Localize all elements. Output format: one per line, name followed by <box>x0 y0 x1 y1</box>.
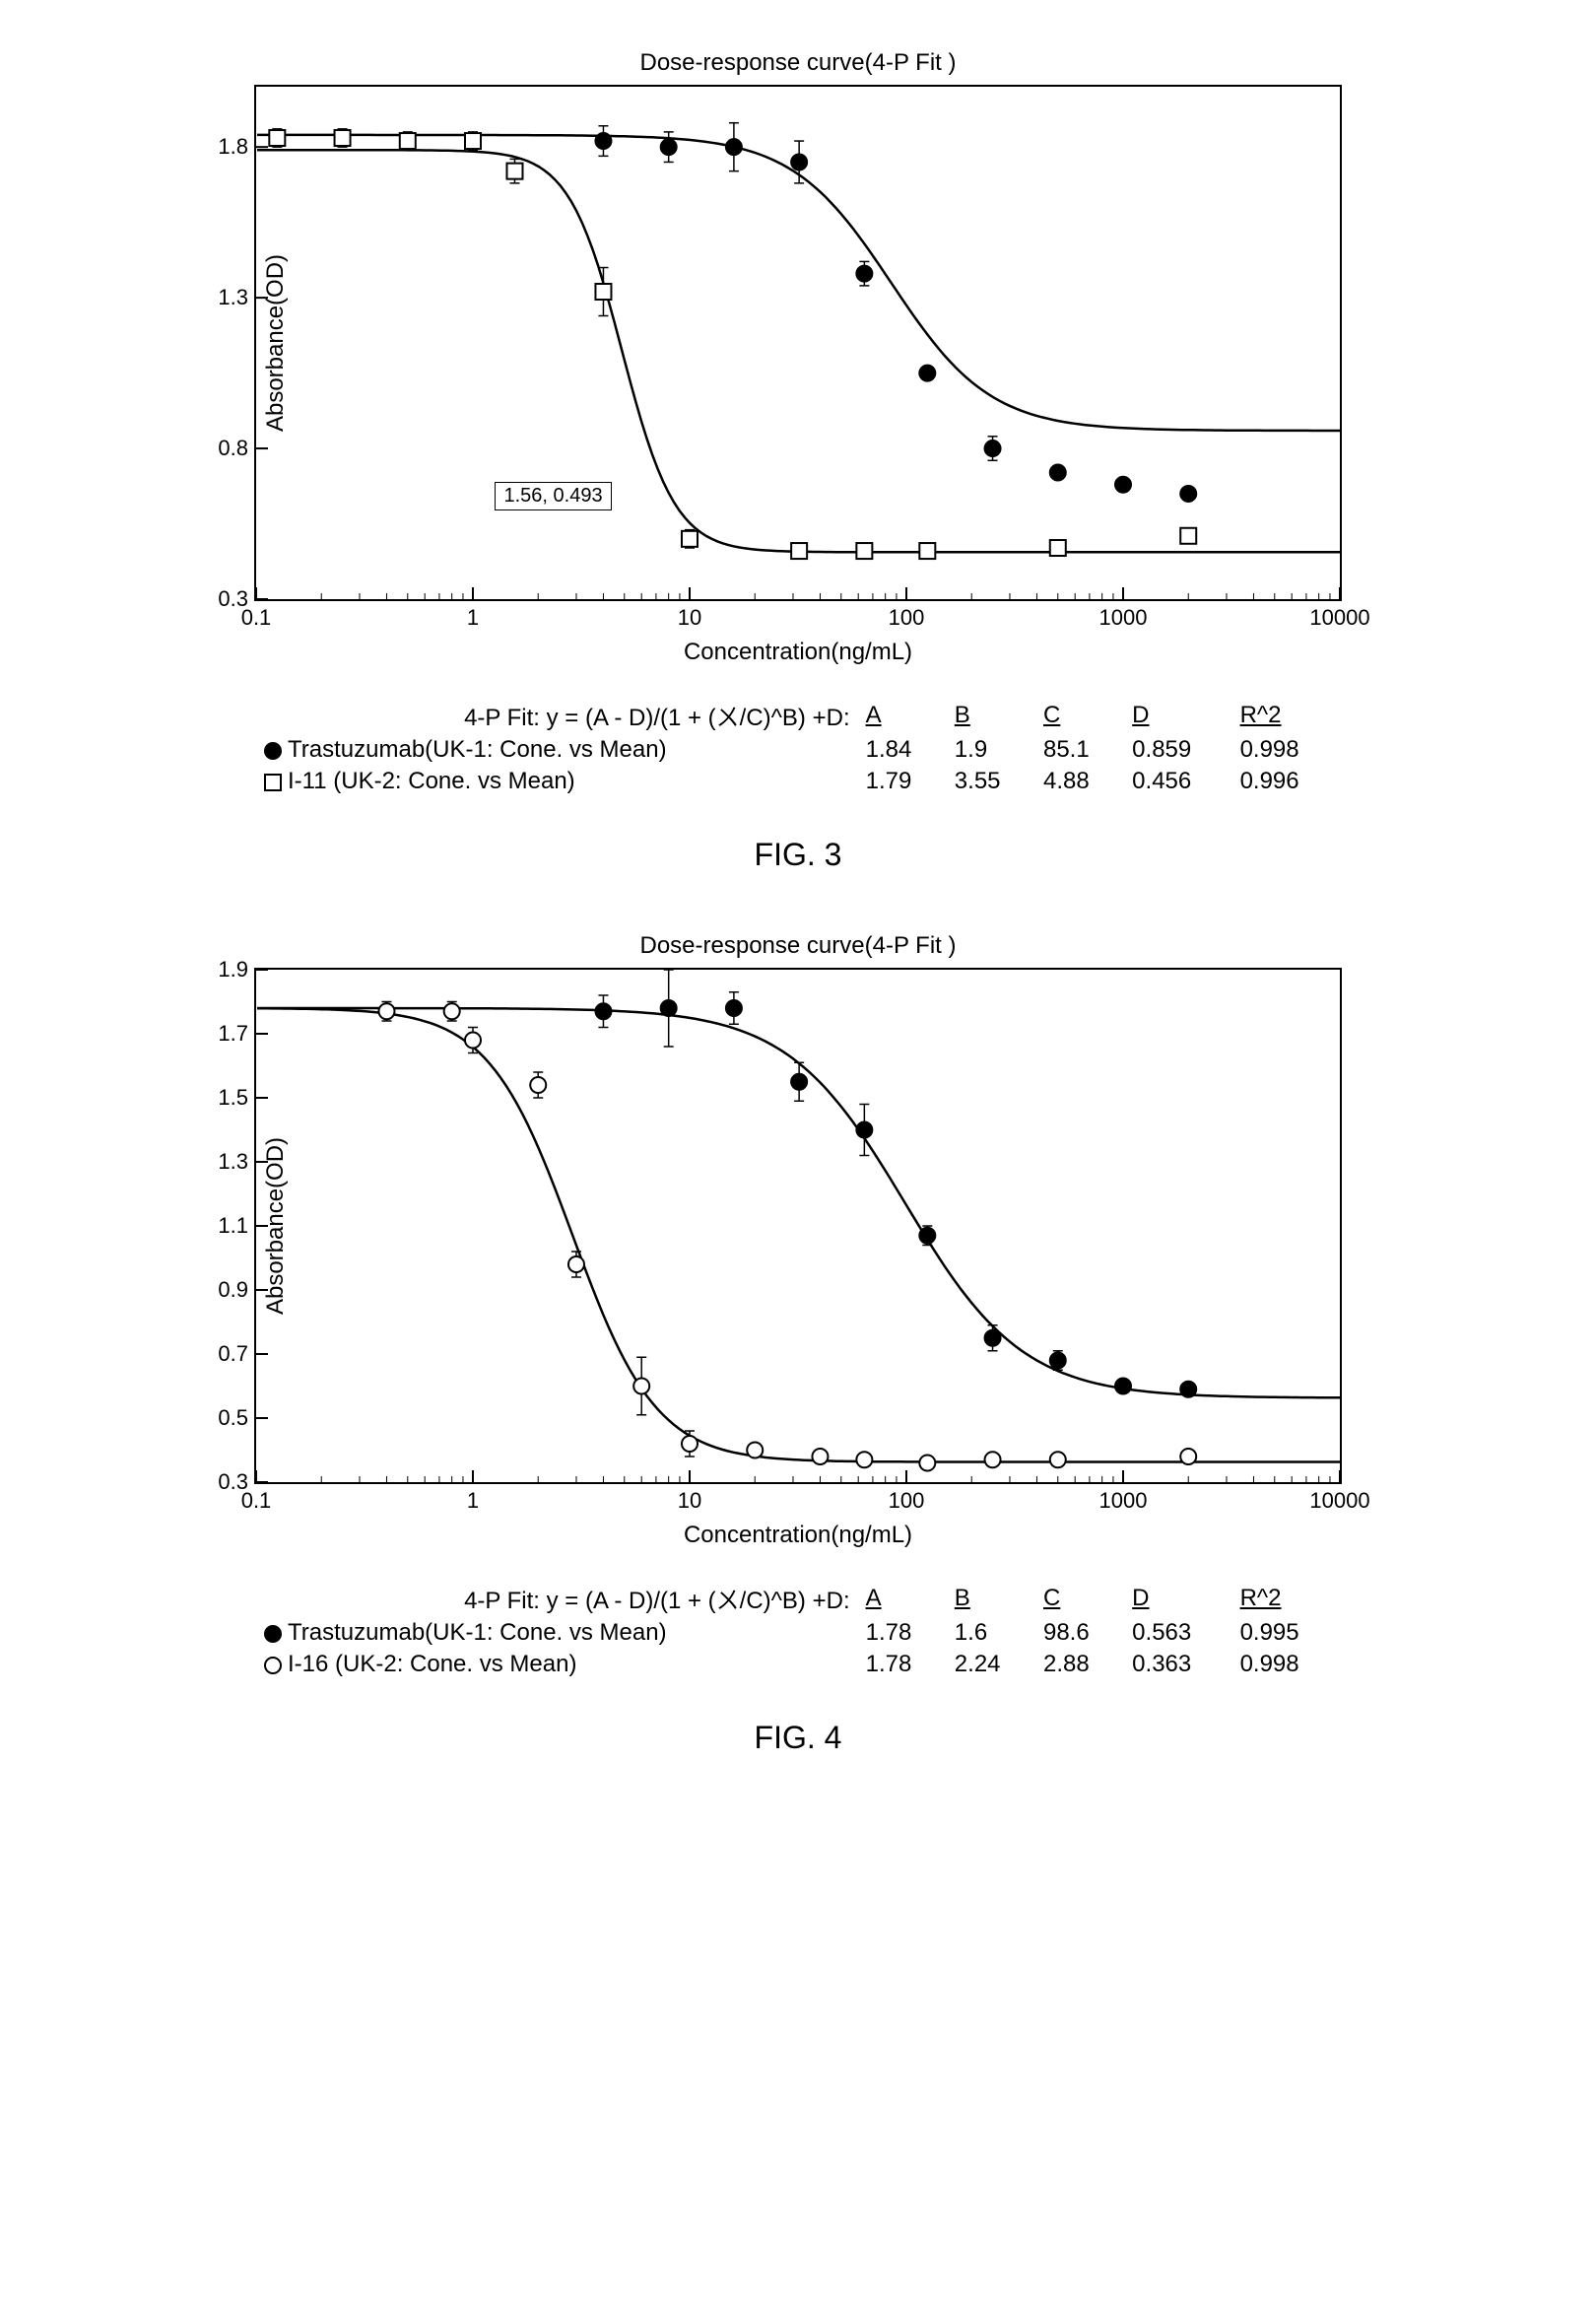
fit-col-header: A <box>858 696 947 734</box>
fit-row-value: 3.55 <box>947 766 1035 797</box>
fit-formula: 4-P Fit: y = (A - D)/(1 + (ㄨ/C)^B) +D: <box>256 1579 858 1617</box>
x-tick-label: 1000 <box>1099 605 1148 631</box>
figure-caption: FIG. 4 <box>207 1720 1389 1756</box>
x-tick-label: 10 <box>678 605 701 631</box>
fit-col-header: R^2 <box>1232 1579 1340 1617</box>
fit-row-value: 4.88 <box>1035 766 1124 797</box>
fit-row-value: 0.998 <box>1232 1649 1340 1680</box>
x-tick-label: 100 <box>889 1488 925 1514</box>
fit-row-value: 1.84 <box>858 734 947 766</box>
chart-plot-area: 0.30.50.70.91.11.31.51.71.90.11101001000… <box>254 968 1342 1484</box>
x-tick-label: 10000 <box>1309 1488 1369 1514</box>
y-tick-label: 0.5 <box>218 1405 248 1431</box>
annotation-box: 1.56, 0.493 <box>495 482 611 510</box>
x-axis-label: Concentration(ng/mL) <box>207 639 1389 666</box>
fit-parameter-table: 4-P Fit: y = (A - D)/(1 + (ㄨ/C)^B) +D:AB… <box>256 1579 1340 1680</box>
fit-col-header: C <box>1035 1579 1124 1617</box>
fit-row-value: 0.996 <box>1232 766 1340 797</box>
x-tick-label: 10000 <box>1309 605 1369 631</box>
x-tick-label: 1 <box>467 605 479 631</box>
fit-row-value: 85.1 <box>1035 734 1124 766</box>
fit-row-value: 1.6 <box>947 1617 1035 1649</box>
figure-caption: FIG. 3 <box>207 837 1389 873</box>
fit-formula: 4-P Fit: y = (A - D)/(1 + (ㄨ/C)^B) +D: <box>256 696 858 734</box>
y-axis-label: Absorbance(OD) <box>262 254 290 432</box>
fit-row-value: 0.456 <box>1124 766 1231 797</box>
fit-col-header: C <box>1035 696 1124 734</box>
legend-marker-icon <box>264 774 282 791</box>
chart-title: Dose-response curve(4-P Fit ) <box>207 49 1389 77</box>
y-tick-label: 0.7 <box>218 1341 248 1367</box>
fit-row-label: I-16 (UK-2: Cone. vs Mean) <box>256 1649 858 1680</box>
legend-marker-icon <box>264 742 282 760</box>
x-tick-label: 1000 <box>1099 1488 1148 1514</box>
x-tick-label: 0.1 <box>241 1488 272 1514</box>
fit-row-value: 0.995 <box>1232 1617 1340 1649</box>
fit-col-header: B <box>947 1579 1035 1617</box>
x-tick-label: 100 <box>889 605 925 631</box>
fit-row-value: 0.998 <box>1232 734 1340 766</box>
y-tick-label: 0.9 <box>218 1277 248 1303</box>
y-tick-label: 1.1 <box>218 1213 248 1239</box>
figure-block: Dose-response curve(4-P Fit ) 0.30.50.70.… <box>207 932 1389 1756</box>
fit-col-header: A <box>858 1579 947 1617</box>
x-tick-label: 0.1 <box>241 605 272 631</box>
legend-marker-icon <box>264 1625 282 1643</box>
x-tick-label: 10 <box>678 1488 701 1514</box>
fit-col-header: D <box>1124 1579 1231 1617</box>
y-tick-label: 1.9 <box>218 957 248 983</box>
fit-row-label: Trastuzumab(UK-1: Cone. vs Mean) <box>256 1617 858 1649</box>
chart-title: Dose-response curve(4-P Fit ) <box>207 932 1389 960</box>
fit-col-header: D <box>1124 696 1231 734</box>
fit-row-value: 1.78 <box>858 1617 947 1649</box>
fit-col-header: B <box>947 696 1035 734</box>
fit-parameter-table: 4-P Fit: y = (A - D)/(1 + (ㄨ/C)^B) +D:AB… <box>256 696 1340 797</box>
figure-block: Dose-response curve(4-P Fit ) 0.30.81.31.… <box>207 49 1389 873</box>
x-axis-label: Concentration(ng/mL) <box>207 1522 1389 1549</box>
fit-row-value: 0.859 <box>1124 734 1231 766</box>
fit-row-value: 1.78 <box>858 1649 947 1680</box>
y-tick-label: 1.3 <box>218 285 248 310</box>
chart-plot-area: 0.30.81.31.80.11101001000100001.56, 0.49… <box>254 85 1342 601</box>
y-tick-label: 1.5 <box>218 1085 248 1111</box>
fit-row-value: 1.79 <box>858 766 947 797</box>
fit-col-header: R^2 <box>1232 696 1340 734</box>
legend-marker-icon <box>264 1657 282 1674</box>
y-axis-label: Absorbance(OD) <box>262 1137 290 1315</box>
y-tick-label: 1.8 <box>218 134 248 160</box>
fit-row-label: I-11 (UK-2: Cone. vs Mean) <box>256 766 858 797</box>
fit-row-value: 0.563 <box>1124 1617 1231 1649</box>
fit-row-value: 98.6 <box>1035 1617 1124 1649</box>
fit-row-value: 2.24 <box>947 1649 1035 1680</box>
fit-row-label: Trastuzumab(UK-1: Cone. vs Mean) <box>256 734 858 766</box>
fit-row-value: 0.363 <box>1124 1649 1231 1680</box>
fit-row-value: 1.9 <box>947 734 1035 766</box>
fit-row-value: 2.88 <box>1035 1649 1124 1680</box>
y-tick-label: 1.7 <box>218 1021 248 1047</box>
y-tick-label: 0.8 <box>218 436 248 461</box>
x-tick-label: 1 <box>467 1488 479 1514</box>
y-tick-label: 1.3 <box>218 1149 248 1175</box>
